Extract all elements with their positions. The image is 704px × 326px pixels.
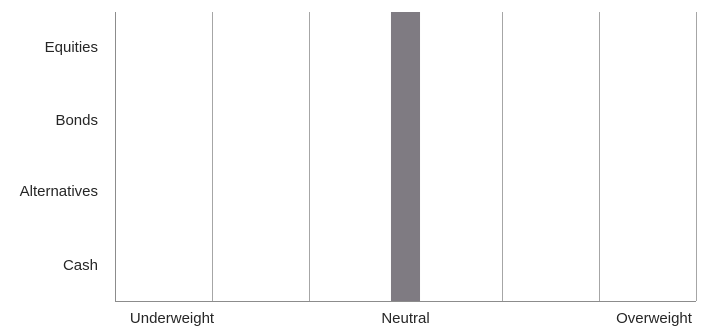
category-label-equities: Equities <box>45 39 98 56</box>
category-labels: Equities Bonds Alternatives Cash <box>20 39 98 274</box>
x-tick-label-neutral: Neutral <box>381 310 429 326</box>
category-label-bonds: Bonds <box>55 112 98 129</box>
neutral-band <box>390 12 421 301</box>
x-tick-label-overweight: Overweight <box>616 310 693 326</box>
category-label-alternatives: Alternatives <box>20 183 98 200</box>
x-tick-labels: Underweight Neutral Overweight <box>130 310 693 326</box>
grid-layer <box>212 12 697 301</box>
band-layer <box>390 12 421 301</box>
x-tick-label-underweight: Underweight <box>130 310 215 326</box>
axis-layer <box>115 12 696 302</box>
category-label-cash: Cash <box>63 257 98 274</box>
